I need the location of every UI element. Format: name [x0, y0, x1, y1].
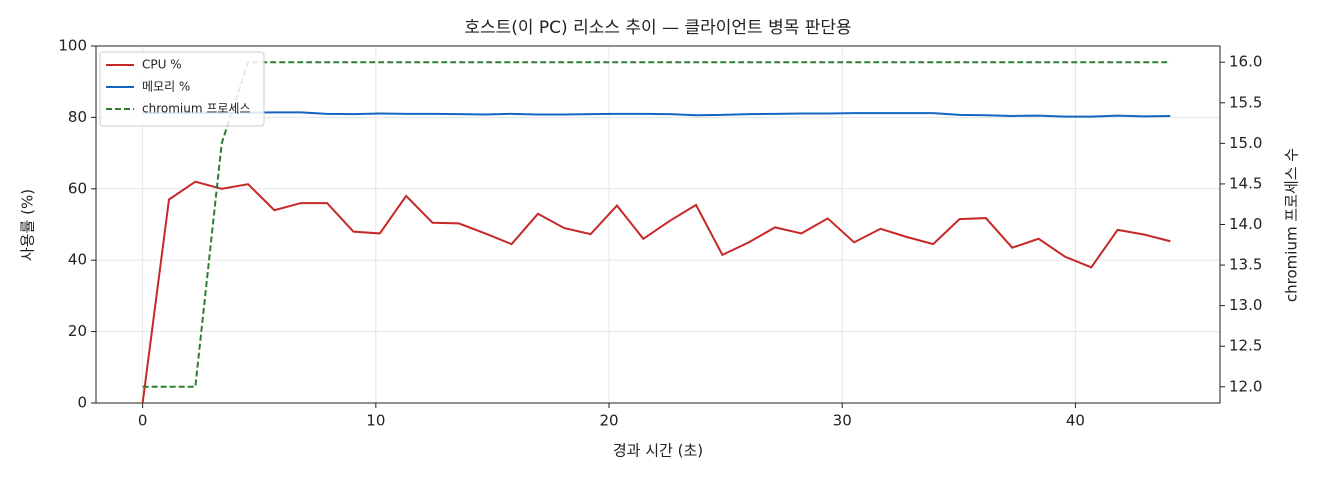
- legend-label: CPU %: [142, 58, 182, 72]
- y2-tick-label: 14.0: [1229, 215, 1262, 233]
- x-tick-label: 40: [1066, 412, 1085, 430]
- x-tick-label: 0: [138, 412, 148, 430]
- data-line: [142, 111, 1171, 118]
- y-tick-label: 0: [77, 394, 87, 412]
- y-axis-label: 사용률 (%): [19, 189, 37, 261]
- y2-tick-label: 13.5: [1229, 256, 1262, 274]
- y2-tick-label: 15.5: [1229, 93, 1262, 111]
- y2-tick-label: 12.0: [1229, 377, 1262, 395]
- y2-tick-label: 16.0: [1229, 53, 1262, 71]
- y2-tick-label: 15.0: [1229, 134, 1262, 152]
- plot-frame: [95, 45, 1221, 404]
- y-tick-label: 40: [68, 251, 87, 269]
- data-line: [141, 180, 1171, 404]
- y-tick-label: 60: [68, 179, 87, 197]
- y2-axis-label: chromium 프로세스 수: [1283, 148, 1301, 302]
- legend: CPU % 메모리 % chromium 프로세스: [99, 51, 265, 127]
- legend-label: 메모리 %: [142, 80, 190, 94]
- chart-title: 호스트(이 PC) 리소스 추이 — 클라이언트 병목 판단용: [464, 18, 851, 38]
- data-line: [142, 61, 1171, 388]
- y-tick-label: 100: [58, 37, 87, 55]
- x-tick-label: 20: [599, 412, 618, 430]
- y-tick-label: 80: [68, 108, 87, 126]
- y2-tick-label: 13.0: [1229, 296, 1262, 314]
- x-axis-label: 경과 시간 (초): [613, 442, 703, 460]
- y2-tick-label: 12.5: [1229, 337, 1262, 355]
- x-tick-label: 10: [366, 412, 385, 430]
- legend-label: chromium 프로세스: [142, 102, 251, 116]
- y2-tick-label: 14.5: [1229, 174, 1262, 192]
- x-tick-label: 30: [833, 412, 852, 430]
- y-tick-label: 20: [68, 322, 87, 340]
- legend-box: [99, 51, 265, 127]
